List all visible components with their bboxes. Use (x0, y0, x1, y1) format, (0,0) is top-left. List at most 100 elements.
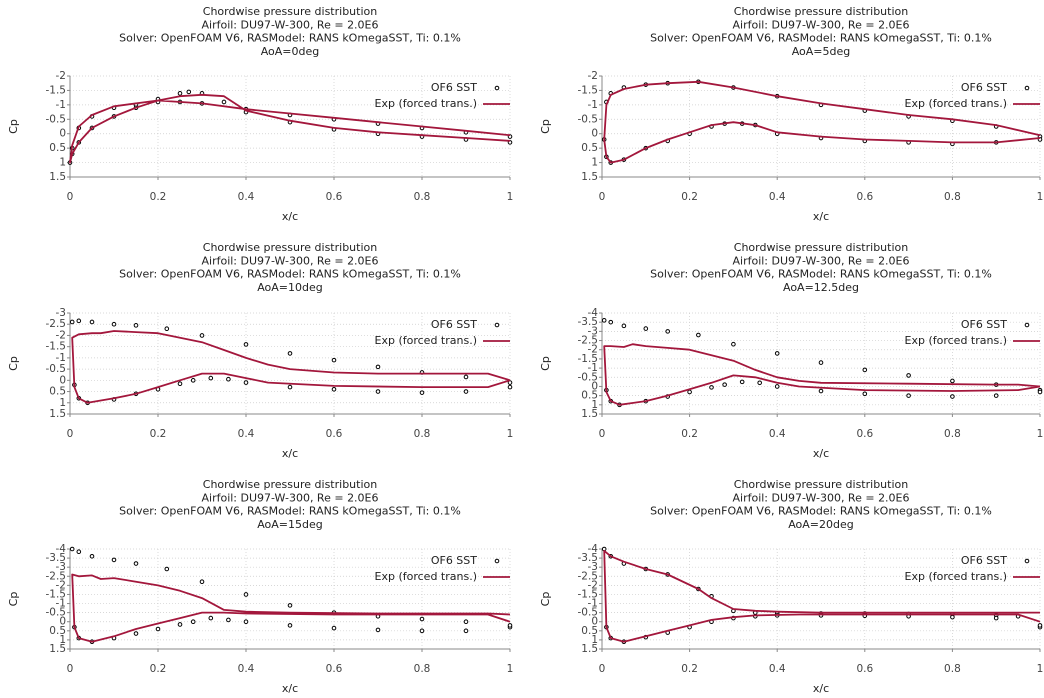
legend-label: Exp (forced trans.) (375, 334, 477, 347)
x-tick-label: 1 (507, 191, 514, 203)
x-axis-label: x/c (813, 447, 829, 460)
data-point (993, 615, 999, 621)
x-tick-label: 0 (67, 191, 74, 203)
subplot: Chordwise pressure distributionAirfoil: … (7, 5, 513, 223)
y-tick-label: -2 (56, 579, 66, 591)
x-tick-label: 0 (67, 428, 74, 440)
y-tick-label: -1.5 (46, 588, 67, 600)
y-tick-label: 0 (59, 374, 66, 386)
y-tick-label: -4 (588, 543, 599, 555)
legend-label: OF6 SST (431, 81, 477, 94)
data-point (221, 99, 227, 105)
chart-title: AoA=5deg (792, 45, 851, 58)
subplot: Chordwise pressure distributionAirfoil: … (539, 241, 1043, 460)
data-point (696, 332, 701, 338)
y-tick-label: -1 (588, 99, 598, 111)
x-tick-label: 0.8 (944, 191, 961, 203)
legend-label: OF6 SST (431, 554, 477, 567)
x-tick-label: 0.4 (238, 428, 255, 440)
y-tick-label: -2 (588, 579, 598, 591)
chart-title: Chordwise pressure distribution (734, 478, 908, 491)
y-tick-label: -2 (588, 344, 598, 356)
y-tick-label: -1.5 (46, 84, 67, 96)
x-tick-label: 0 (67, 663, 74, 675)
y-tick-label: -2.5 (46, 570, 67, 582)
y-tick-label: -1.5 (578, 84, 599, 96)
data-point (507, 623, 513, 628)
x-tick-label: 0.2 (681, 191, 698, 203)
x-tick-label: 0.4 (238, 191, 255, 203)
y-tick-label: -2.5 (46, 318, 67, 330)
legend-marker (1024, 558, 1030, 564)
data-point (774, 351, 780, 356)
chart-title: Chordwise pressure distribution (734, 5, 908, 18)
data-point (155, 626, 161, 632)
chart-title: Airfoil: DU97-W-300, Re = 2.0E6 (732, 18, 909, 31)
data-point (69, 319, 75, 325)
y-tick-label: -1.5 (46, 341, 67, 353)
x-tick-label: 0.8 (414, 663, 431, 675)
data-point (190, 619, 196, 625)
data-point (757, 380, 762, 386)
data-point (243, 342, 249, 347)
x-tick-label: 1 (1037, 191, 1044, 203)
chart-title: Solver: OpenFOAM V6, RASModel: RANS kOme… (119, 505, 461, 518)
data-point (199, 333, 205, 338)
data-point (177, 381, 183, 387)
data-point (226, 376, 231, 382)
chart-title: Airfoil: DU97-W-300, Re = 2.0E6 (732, 491, 909, 504)
y-tick-label: 0.5 (581, 390, 598, 402)
chart-title: Solver: OpenFOAM V6, RASModel: RANS kOme… (650, 32, 992, 45)
legend-label: OF6 SST (431, 318, 477, 331)
chart-title: AoA=0deg (261, 45, 320, 58)
data-point (463, 389, 469, 394)
chart-title: Chordwise pressure distribution (203, 241, 377, 254)
data-point (375, 364, 381, 370)
chart-title: Solver: OpenFOAM V6, RASModel: RANS kOme… (650, 268, 992, 281)
y-tick-label: -1.5 (578, 353, 599, 365)
data-point (243, 380, 249, 385)
y-tick-label: -1 (588, 598, 598, 610)
legend-marker (494, 322, 500, 328)
x-axis-label: x/c (813, 210, 829, 223)
y-tick-label: 0.5 (581, 142, 598, 154)
y-tick-label: -3.5 (46, 552, 67, 564)
x-tick-label: 0.2 (150, 191, 167, 203)
y-tick-label: 1.5 (49, 171, 66, 183)
legend-marker (494, 85, 500, 91)
x-tick-label: 1 (507, 428, 514, 440)
x-tick-label: 0.6 (326, 428, 343, 440)
subplot: Chordwise pressure distributionAirfoil: … (539, 478, 1043, 695)
y-axis-label: Cp (539, 356, 552, 371)
data-point (133, 323, 139, 328)
x-tick-label: 0.6 (326, 663, 343, 675)
chart-title: Chordwise pressure distribution (203, 478, 377, 491)
legend-label: OF6 SST (961, 554, 1007, 567)
data-point (463, 619, 469, 625)
y-tick-label: 0.5 (581, 625, 598, 637)
x-tick-label: 0 (599, 663, 606, 675)
x-tick-label: 1 (1037, 428, 1044, 440)
y-tick-label: 1.5 (49, 643, 66, 655)
data-point (1037, 389, 1043, 395)
y-tick-label: -0.5 (578, 371, 599, 383)
data-point (419, 616, 425, 622)
data-point (375, 389, 381, 394)
data-point (1037, 623, 1043, 628)
y-tick-label: 0.5 (49, 142, 66, 154)
x-axis-label: x/c (282, 682, 298, 695)
y-tick-label: 1 (591, 157, 598, 169)
data-point (331, 387, 337, 392)
x-tick-label: 0.6 (856, 428, 873, 440)
legend-marker (494, 558, 500, 564)
x-tick-label: 0.8 (414, 191, 431, 203)
data-line (71, 330, 511, 404)
data-point (419, 390, 425, 395)
data-line (603, 549, 1041, 643)
chart-title: AoA=20deg (788, 518, 854, 531)
data-point (164, 326, 170, 332)
data-point (177, 91, 183, 96)
y-tick-label: -1 (588, 362, 598, 374)
data-point (643, 326, 649, 331)
data-point (111, 321, 117, 327)
